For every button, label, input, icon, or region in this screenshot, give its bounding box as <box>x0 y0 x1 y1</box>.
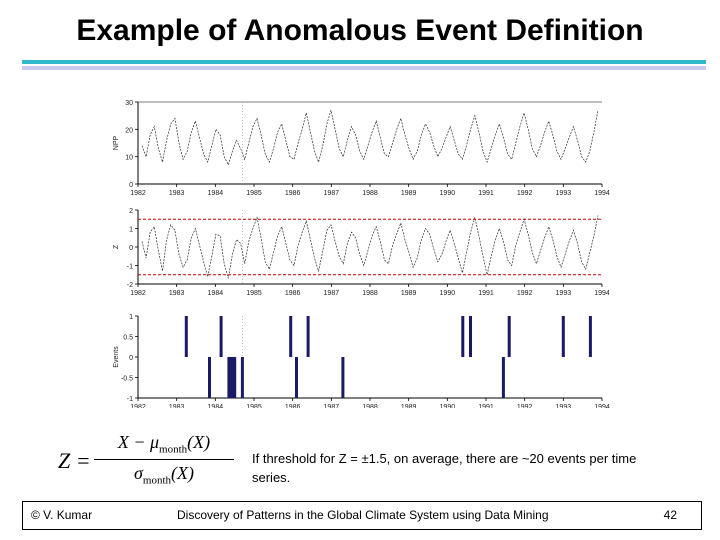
event-bar <box>306 316 310 357</box>
x-tick-label: 1988 <box>362 190 378 197</box>
y-tick-label: 1 <box>129 227 133 234</box>
x-tick-label: 1984 <box>208 290 224 297</box>
slide-title: Example of Anomalous Event Definition <box>76 14 644 47</box>
event-bar <box>227 357 231 398</box>
x-tick-label: 1990 <box>440 290 456 297</box>
event-bar <box>229 357 233 398</box>
x-tick-label: 1989 <box>401 190 417 197</box>
y-tick-label: -1 <box>127 396 133 403</box>
formula-numerator: X − μmonth(X) <box>94 432 234 456</box>
footer-author: © V. Kumar <box>31 508 93 522</box>
x-tick-label: 1983 <box>169 290 185 297</box>
x-tick-label: 1994 <box>594 190 610 197</box>
x-tick-label: 1986 <box>285 404 301 408</box>
event-bar <box>240 357 244 398</box>
event-bar <box>507 316 511 357</box>
y-tick-label: 2 <box>129 208 133 215</box>
x-tick-label: 1983 <box>169 190 185 197</box>
x-tick-label: 1986 <box>285 290 301 297</box>
x-tick-label: 1987 <box>324 190 340 197</box>
event-bar <box>231 357 235 398</box>
x-tick-label: 1992 <box>517 190 533 197</box>
zscore-formula: Z = X − μmonth(X) σmonth(X) <box>58 428 234 490</box>
formula-denominator: σmonth(X) <box>94 463 234 487</box>
threshold-note: If threshold for Z = ±1.5, on average, t… <box>252 451 637 485</box>
y-tick-label: 30 <box>125 100 133 107</box>
page-number: 42 <box>663 508 677 522</box>
event-bar <box>233 357 237 398</box>
event-bar <box>588 316 592 357</box>
x-tick-label: 1988 <box>362 290 378 297</box>
y-tick-label: 10 <box>125 155 133 162</box>
event-bar <box>219 316 223 357</box>
y-tick-label: 0 <box>129 182 133 189</box>
npp-panel: 30 20 10 0 NPP 1982 1983 1984 1985 1986 1987 1988 19… <box>113 100 610 197</box>
event-bar <box>208 357 211 398</box>
event-bar <box>501 357 505 398</box>
x-tick-label: 1984 <box>208 190 224 197</box>
x-tick-label: 1987 <box>324 290 340 297</box>
series-line <box>141 215 599 279</box>
x-tick-label: 1987 <box>324 404 340 408</box>
title-rule-teal <box>22 60 706 64</box>
x-tick-label: 1982 <box>130 190 146 197</box>
x-tick-label: 1993 <box>556 404 572 408</box>
x-tick-label: 1992 <box>517 290 533 297</box>
zscore-panel: 2 1 0 -1 -2 Z 1982 1983 1984 1985 1986 1987 1988 1989… <box>113 208 610 297</box>
x-tick-label: 1992 <box>517 404 533 408</box>
formula-den-sub: month <box>142 474 172 487</box>
y-tick-label: -2 <box>127 282 133 289</box>
y-tick-label: 0 <box>129 355 133 362</box>
y-axis-label: Z <box>113 244 120 249</box>
x-tick-label: 1990 <box>440 190 456 197</box>
x-tick-label: 1989 <box>401 290 417 297</box>
slide-footer: © V. Kumar Discovery of Patterns in the … <box>22 501 702 530</box>
x-tick-label: 1985 <box>246 190 262 197</box>
event-bar <box>289 316 293 357</box>
x-tick-label: 1984 <box>208 404 224 408</box>
x-tick-label: 1983 <box>169 404 185 408</box>
y-tick-label: 0 <box>129 245 133 252</box>
formula-lhs: Z = <box>58 448 91 473</box>
formula-num-main: X − μ <box>117 432 160 452</box>
event-bar <box>461 316 465 357</box>
footer-course-title: Discovery of Patterns in the Global Clim… <box>177 508 549 522</box>
x-tick-label: 1985 <box>246 290 262 297</box>
event-bar <box>469 316 472 357</box>
x-tick-label: 1982 <box>130 404 146 408</box>
fraction-bar <box>94 459 234 460</box>
y-tick-label: 1 <box>129 314 133 321</box>
x-tick-label: 1991 <box>478 190 494 197</box>
x-tick-label: 1985 <box>246 404 262 408</box>
event-bar <box>341 357 345 398</box>
x-tick-label: 1989 <box>401 404 417 408</box>
title-rule-lilac <box>22 66 706 70</box>
events-panel: 1 0.5 0 -0.5 -1 Events 1982 1983 1984 1985 1986 198… <box>113 314 610 408</box>
x-tick-label: 1993 <box>556 290 572 297</box>
formula-num-tail: (X) <box>187 432 211 452</box>
event-bar <box>295 357 298 398</box>
x-tick-label: 1982 <box>130 290 146 297</box>
event-bar <box>184 316 188 357</box>
series-line <box>141 110 599 166</box>
x-tick-label: 1994 <box>594 404 610 408</box>
x-tick-label: 1991 <box>478 290 494 297</box>
x-tick-label: 1994 <box>594 290 610 297</box>
y-tick-label: -0.5 <box>121 376 133 383</box>
x-tick-label: 1991 <box>478 404 494 408</box>
formula-num-sub: month <box>159 443 188 456</box>
x-tick-label: 1990 <box>440 404 456 408</box>
x-tick-label: 1988 <box>362 404 378 408</box>
x-tick-label: 1993 <box>556 190 572 197</box>
y-axis-label: NPP <box>113 135 120 150</box>
formula-den-tail: (X) <box>171 463 194 483</box>
x-tick-label: 1986 <box>285 190 301 197</box>
y-tick-label: 20 <box>125 127 133 134</box>
y-axis-label: Events <box>113 346 120 368</box>
formula-den-main: σ <box>134 463 143 483</box>
y-tick-label: 0.5 <box>123 335 133 342</box>
y-tick-label: -1 <box>127 264 133 271</box>
event-bar <box>561 316 565 357</box>
